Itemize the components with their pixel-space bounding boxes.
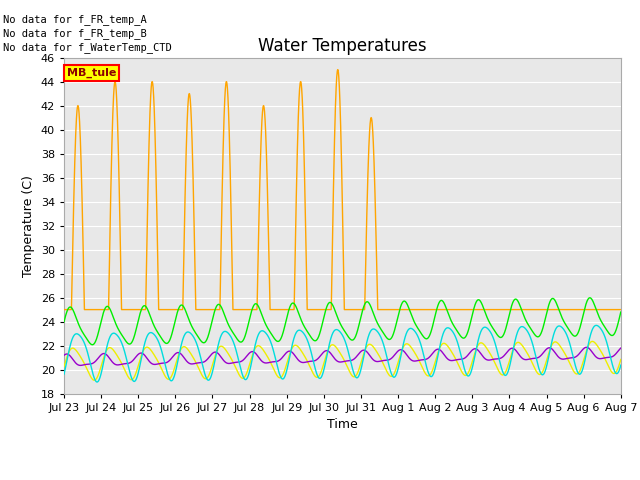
- Title: Water Temperatures: Water Temperatures: [258, 36, 427, 55]
- Text: No data for f_FR_temp_A: No data for f_FR_temp_A: [3, 13, 147, 24]
- Y-axis label: Temperature (C): Temperature (C): [22, 175, 35, 276]
- Text: MB_tule: MB_tule: [67, 68, 116, 78]
- X-axis label: Time: Time: [327, 418, 358, 431]
- Text: No data for f_FR_temp_B: No data for f_FR_temp_B: [3, 28, 147, 39]
- Text: No data for f_WaterTemp_CTD: No data for f_WaterTemp_CTD: [3, 42, 172, 53]
